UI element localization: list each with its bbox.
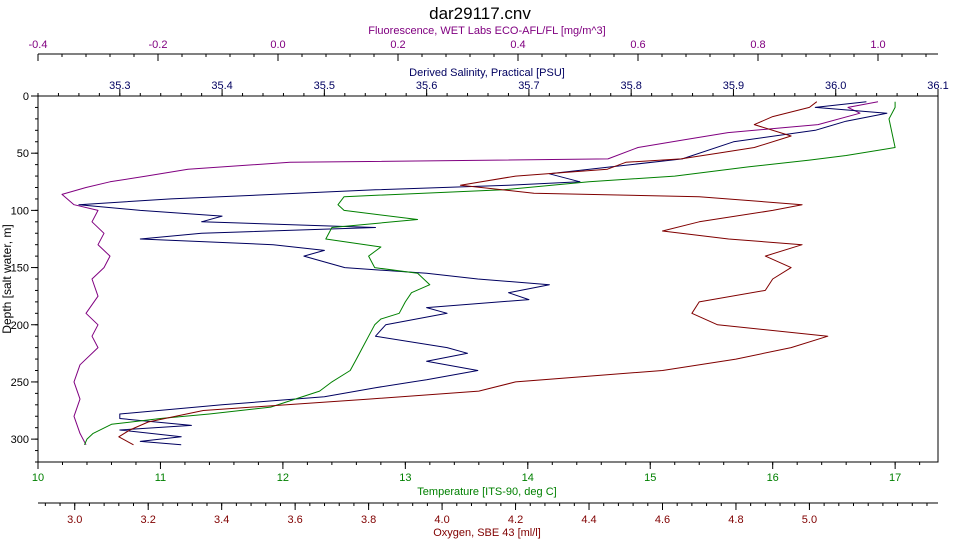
depth-tick-label: 200 (11, 320, 29, 332)
oxygen-tick-label: 3.4 (214, 514, 229, 526)
plot-area (37, 95, 939, 463)
fluorescence-tick-label: 0.6 (630, 39, 645, 51)
temperature-tick-label: 11 (155, 472, 166, 484)
oxygen-tick-label: 4.2 (508, 514, 523, 526)
salinity-tick-label: 35.5 (314, 80, 335, 92)
salinity-tick-label: 35.8 (620, 80, 641, 92)
temperature-tick-label: 13 (399, 472, 411, 484)
oxygen-tick-label: 5.0 (802, 514, 817, 526)
salinity-tick-label: 36.1 (927, 80, 948, 92)
depth-axis: 0 50 100 150 200 250 300 (11, 91, 38, 463)
oxygen-axis-label: Oxygen, SBE 43 [ml/l] (433, 527, 541, 539)
oxygen-tick-label: 3.0 (67, 514, 82, 526)
fluorescence-tick-label: 1.0 (870, 39, 885, 51)
depth-tick-label: 0 (23, 91, 29, 103)
temperature-tick-label: 14 (522, 472, 534, 484)
oxygen-axis: 3.0 3.2 3.4 3.6 3.8 4.0 4.2 4.4 4.6 4.8 5.0 (38, 502, 938, 526)
salinity-axis-label: Derived Salinity, Practical [PSU] (409, 67, 565, 79)
fluorescence-tick-label: 0.0 (270, 39, 285, 51)
fluorescence-axis-label: Fluorescence, WET Labs ECO-AFL/FL [mg/m^… (368, 25, 605, 37)
fluorescence-axis: -0.4 -0.2 0.0 0.2 0.4 0.6 0.8 1.0 (29, 39, 938, 61)
oxygen-tick-label: 4.6 (655, 514, 670, 526)
oxygen-series-line (118, 101, 829, 446)
temperature-tick-label: 16 (767, 472, 779, 484)
temperature-series-line (84, 101, 896, 446)
depth-tick-label: 150 (11, 263, 29, 275)
series-layer (61, 101, 896, 446)
temperature-tick-label: 15 (644, 472, 656, 484)
oxygen-tick-label: 4.8 (728, 514, 743, 526)
depth-tick-label: 250 (11, 377, 29, 389)
temperature-axis-label: Temperature [ITS-90, deg C] (417, 486, 556, 498)
oxygen-tick-label: 3.8 (361, 514, 376, 526)
salinity-tick-label: 35.7 (518, 80, 539, 92)
depth-tick-label: 100 (11, 205, 29, 217)
oxygen-tick-label: 4.0 (434, 514, 449, 526)
depth-tick-label: 300 (11, 434, 29, 446)
fluorescence-tick-label: 0.8 (750, 39, 765, 51)
temperature-tick-label: 12 (277, 472, 289, 484)
salinity-tick-label: 35.3 (109, 80, 130, 92)
salinity-tick-label: 35.9 (723, 80, 744, 92)
fluorescence-tick-label: -0.2 (149, 39, 168, 51)
oxygen-tick-label: 3.6 (287, 514, 302, 526)
fluorescence-series-line (61, 101, 879, 446)
chart-title: dar29117.cnv (429, 4, 531, 23)
salinity-tick-label: 35.4 (211, 80, 232, 92)
temperature-tick-label: 10 (32, 472, 44, 484)
temperature-tick-label: 17 (889, 472, 901, 484)
salinity-tick-label: 35.6 (416, 80, 437, 92)
temperature-axis: 10 11 12 13 14 15 16 17 (32, 461, 938, 484)
oxygen-tick-label: 3.2 (141, 514, 156, 526)
fluorescence-tick-label: 0.2 (390, 39, 405, 51)
depth-tick-label: 50 (17, 148, 29, 160)
oxygen-tick-label: 4.4 (581, 514, 596, 526)
salinity-tick-label: 36.0 (825, 80, 846, 92)
fluorescence-tick-label: 0.4 (510, 39, 525, 51)
salinity-axis: 35.3 35.4 35.5 35.6 35.7 35.8 35.9 36.0 36.1 (37, 80, 949, 97)
fluorescence-tick-label: -0.4 (29, 39, 48, 51)
depth-axis-label: Depth [salt water, m] (0, 224, 14, 333)
